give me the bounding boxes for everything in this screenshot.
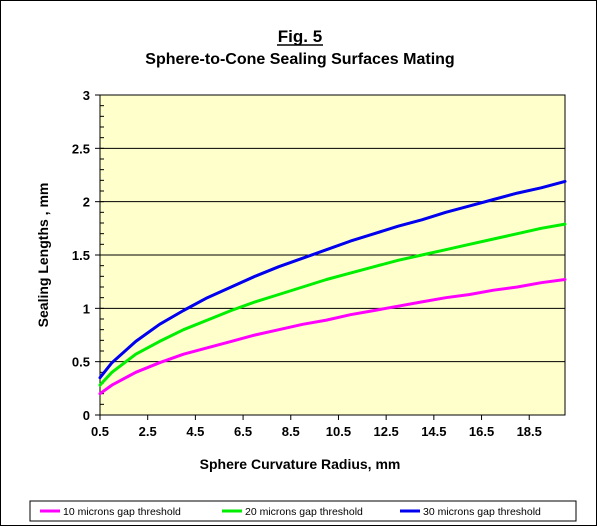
x-tick-label: 10.5 <box>326 424 351 439</box>
x-tick-label: 8.5 <box>282 424 300 439</box>
legend-box <box>29 500 577 522</box>
y-tick-label: 2 <box>83 195 90 210</box>
x-axis-label: Sphere Curvature Radius, mm <box>200 456 401 472</box>
chart-title: Fig. 5 <box>278 27 322 46</box>
x-tick-label: 2.5 <box>139 424 157 439</box>
y-tick-label: 1 <box>83 301 90 316</box>
chart-subtitle: Sphere-to-Cone Sealing Surfaces Mating <box>145 51 454 68</box>
x-tick-label: 18.5 <box>517 424 542 439</box>
legend-label-2: 20 microns gap threshold <box>245 506 363 518</box>
legend-label-3: 30 microns gap threshold <box>423 506 541 518</box>
series-line-1 <box>98 278 567 396</box>
x-tick-label: 16.5 <box>469 424 494 439</box>
x-tick-label: 12.5 <box>373 424 398 439</box>
x-tick-label: 4.5 <box>186 424 204 439</box>
series-line-2 <box>98 222 567 387</box>
y-tick-label: 3 <box>83 88 90 103</box>
x-tick-label: 0.5 <box>91 424 109 439</box>
series-line-3 <box>98 179 567 380</box>
x-tick-label: 6.5 <box>234 424 252 439</box>
legend-label-1: 10 microns gap threshold <box>63 506 181 518</box>
y-tick-label: 0 <box>83 408 90 423</box>
y-axis-label: Sealing Lengths , mm <box>35 183 51 328</box>
y-tick-label: 0.5 <box>72 355 90 370</box>
y-tick-label: 1.5 <box>72 248 90 263</box>
x-tick-label: 14.5 <box>421 424 446 439</box>
y-tick-label: 2.5 <box>72 141 90 156</box>
